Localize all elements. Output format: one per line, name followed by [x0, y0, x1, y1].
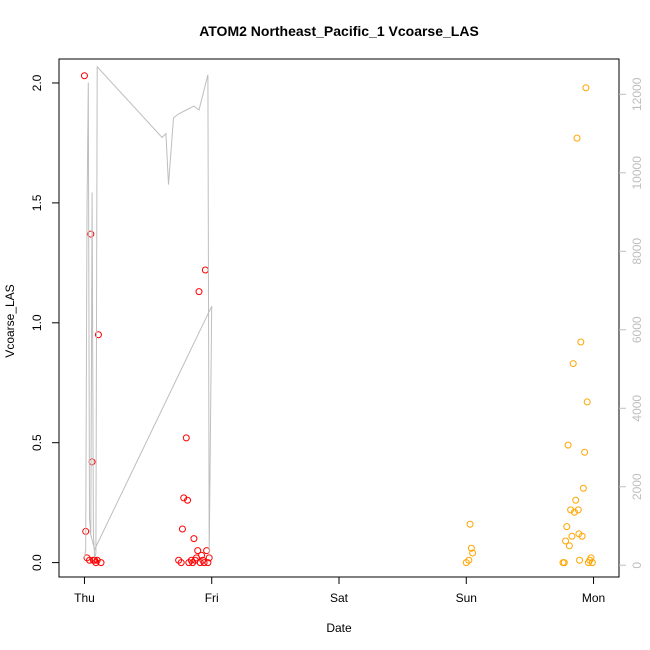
data-point [562, 537, 570, 545]
data-point [577, 338, 585, 346]
data-point [178, 525, 186, 533]
data-point [581, 448, 589, 456]
x-tick-label: Fri [205, 591, 219, 605]
data-point [94, 331, 102, 339]
data-point [204, 559, 212, 567]
data-point [582, 84, 590, 92]
data-point [194, 547, 202, 555]
y-tick-label: 1.5 [30, 194, 44, 211]
right-y-tick-label: 4000 [630, 395, 644, 422]
right-y-tick-label: 0 [630, 562, 644, 569]
data-point [565, 542, 573, 550]
y-axis-label: Vcoarse_LAS [3, 284, 17, 357]
data-point [201, 266, 209, 274]
data-point [177, 559, 185, 567]
data-point [587, 554, 595, 562]
y-tick-label: 0.0 [30, 554, 44, 571]
data-point [569, 360, 577, 368]
series-layer [80, 65, 596, 567]
y-tick-label: 1.0 [30, 314, 44, 331]
right-y-tick-label: 6000 [630, 316, 644, 343]
y-axis-right: 0 2000 4000 6000 8000 10000 12000 [619, 77, 644, 569]
data-point [87, 230, 95, 238]
data-point [563, 523, 571, 531]
data-point [469, 549, 477, 557]
data-point [466, 520, 474, 528]
data-point [570, 508, 578, 516]
data-point [86, 556, 94, 564]
x-axis: Thu Fri Sat Sun Mon [74, 577, 605, 605]
data-point [182, 434, 190, 442]
data-point [195, 288, 203, 296]
y-tick-label: 0.5 [30, 434, 44, 451]
data-point [184, 496, 192, 504]
data-point [198, 551, 206, 559]
x-tick-label: Mon [582, 591, 605, 605]
right-y-tick-label: 12000 [630, 77, 644, 111]
data-point [574, 506, 582, 514]
data-point [564, 441, 572, 449]
right-y-tick-label: 10000 [630, 156, 644, 190]
data-point [97, 559, 105, 567]
data-point [465, 556, 473, 564]
data-point [572, 496, 580, 504]
x-tick-label: Sun [456, 591, 477, 605]
data-point [80, 72, 88, 80]
data-point [88, 458, 96, 466]
data-point [579, 484, 587, 492]
data-point [180, 494, 188, 502]
data-point [567, 506, 575, 514]
data-point [573, 134, 581, 142]
x-tick-label: Sat [330, 591, 349, 605]
data-point [583, 398, 591, 406]
data-point [93, 556, 101, 564]
data-point [467, 544, 475, 552]
data-point [200, 559, 208, 567]
data-point [205, 554, 213, 562]
right-y-tick-label: 8000 [630, 238, 644, 265]
series-line [84, 65, 213, 558]
chart-title: ATOM2 Northeast_Pacific_1 Vcoarse_LAS [199, 23, 479, 39]
data-point [568, 532, 576, 540]
data-point [190, 535, 198, 543]
plot-frame [58, 58, 620, 578]
x-tick-label: Thu [74, 591, 95, 605]
x-axis-label: Date [326, 621, 352, 635]
right-y-tick-label: 2000 [630, 473, 644, 500]
data-point [588, 559, 596, 567]
data-point [575, 530, 583, 538]
data-point [576, 556, 584, 564]
y-tick-label: 2.0 [30, 74, 44, 91]
data-point [560, 559, 568, 567]
y-axis-left: 0.0 0.5 1.0 1.5 2.0 [30, 74, 59, 571]
